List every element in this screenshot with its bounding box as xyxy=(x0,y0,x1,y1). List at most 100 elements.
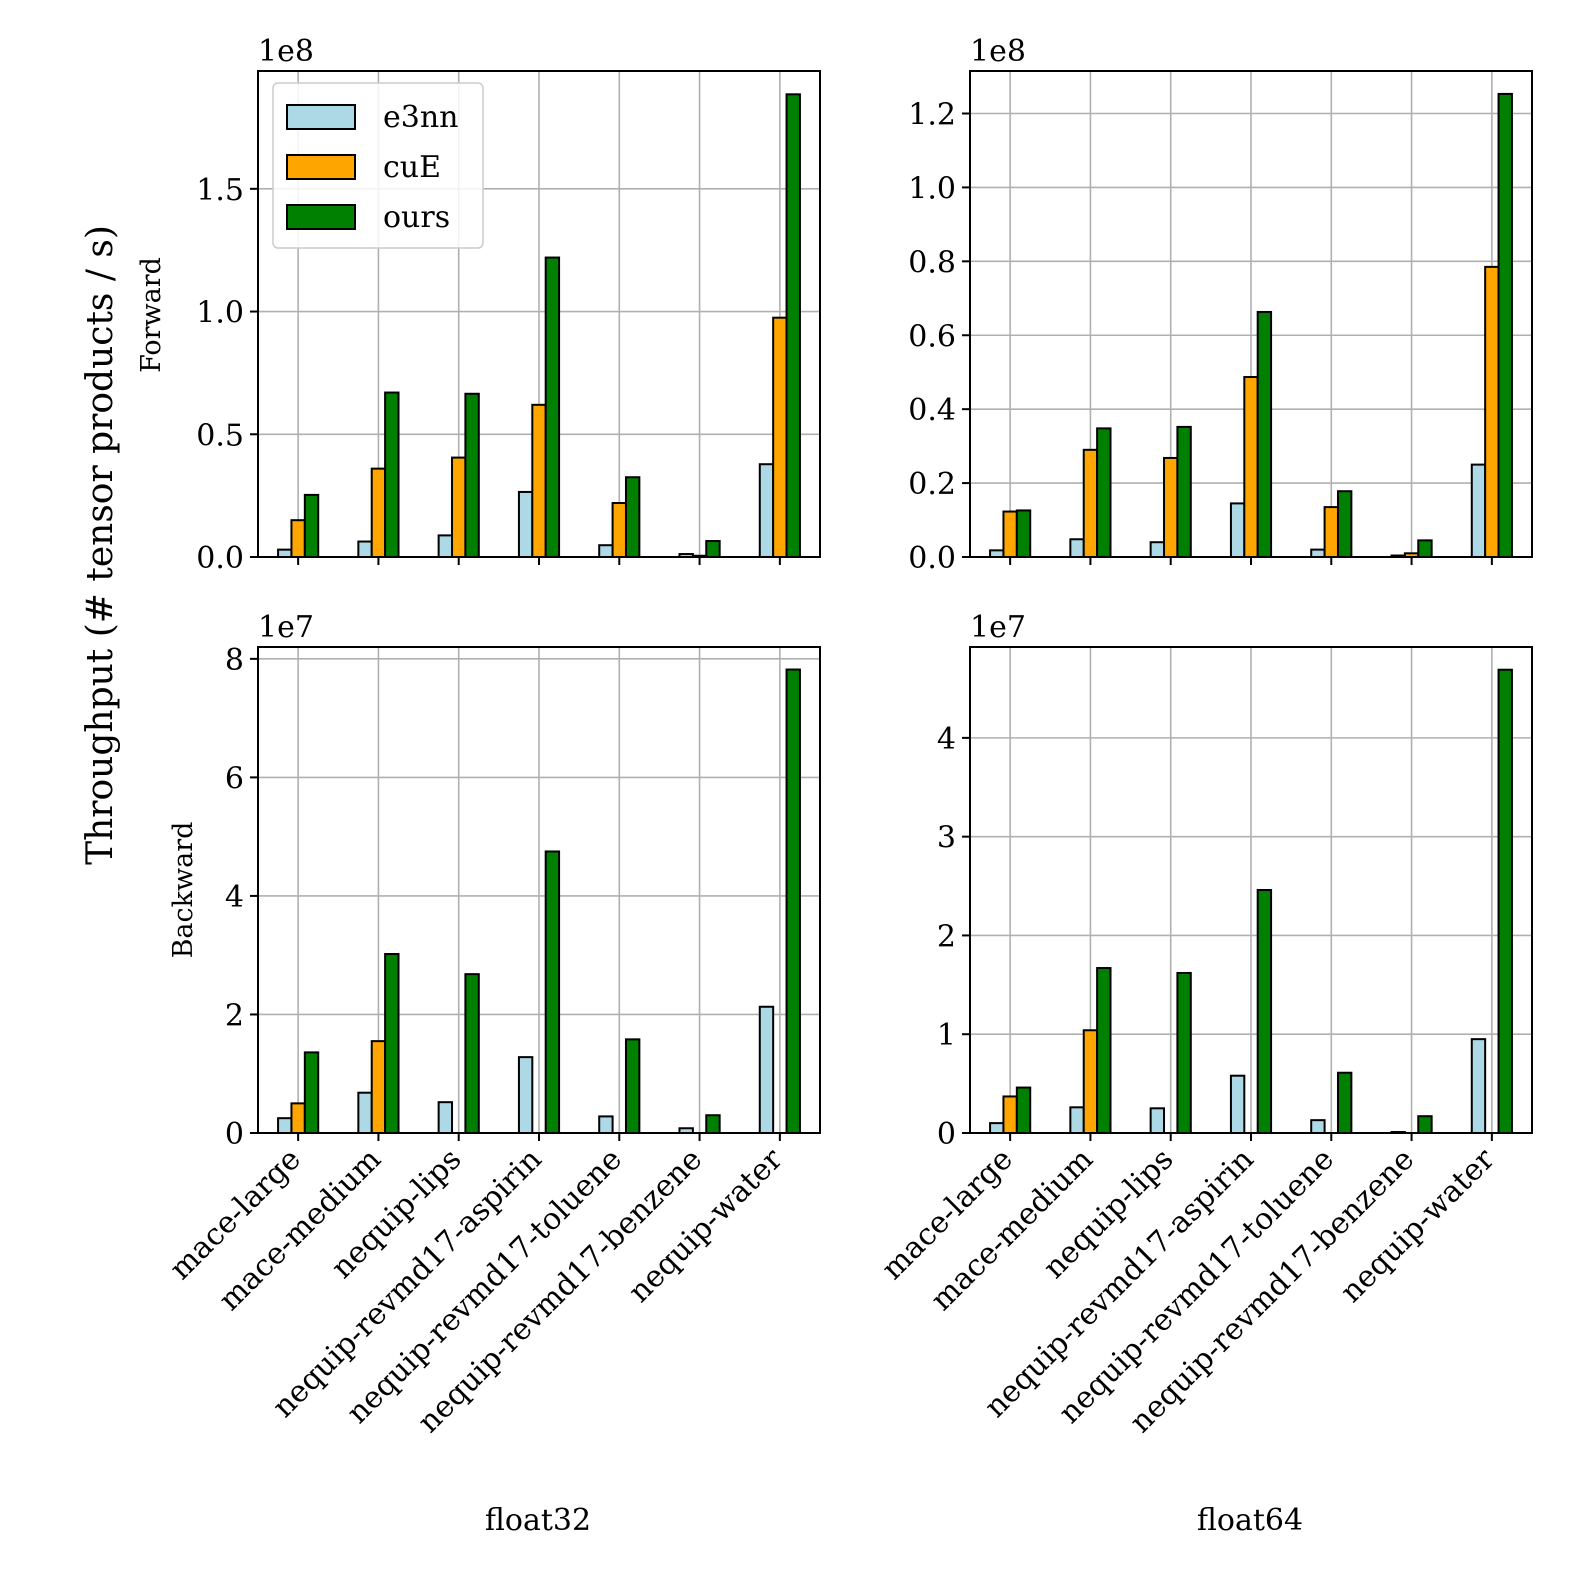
legend-swatch-cuE xyxy=(286,154,356,180)
bar-cuE-mace-medium xyxy=(1082,448,1099,558)
bar-ours-nequip-revmd17-toluene xyxy=(624,1038,641,1134)
bar-ours-nequip-revmd17-toluene xyxy=(624,476,641,558)
y-tick-label: 4 xyxy=(225,880,244,915)
bar-ours-mace-medium xyxy=(384,391,400,558)
bar-e3nn-nequip-water xyxy=(758,1005,775,1135)
legend-label-e3nn: e3nn xyxy=(383,100,458,135)
bar-ours-nequip-water xyxy=(785,93,801,559)
forward-float64-panel: 0.0 0.2 0.4 0.6 0.8 1.0 1.2 1e8 xyxy=(908,34,1533,576)
bar-ours-nequip-revmd17-aspirin xyxy=(1256,889,1273,1134)
bar-ours-nequip-water xyxy=(1497,668,1513,1134)
bar-e3nn-nequip-lips xyxy=(437,534,454,559)
row-label-forward: Forward xyxy=(136,257,167,373)
bar-cuE-mace-medium xyxy=(370,467,387,558)
y-tick-label: 0 xyxy=(225,1117,244,1152)
bar-ours-mace-medium xyxy=(1096,967,1112,1134)
bar-e3nn-mace-medium xyxy=(357,1091,373,1134)
bar-e3nn-mace-large xyxy=(277,548,293,558)
bar-e3nn-nequip-revmd17-aspirin xyxy=(517,1056,534,1135)
axis-exponent-label: 1e8 xyxy=(258,34,314,69)
y-tick-label: 4 xyxy=(937,722,956,757)
bar-ours-nequip-lips xyxy=(1176,425,1192,558)
bar-cuE-mace-large xyxy=(1002,510,1018,558)
bar-cuE-mace-large xyxy=(290,1102,306,1134)
bar-ours-mace-large xyxy=(1015,509,1032,559)
bar-ours-nequip-lips xyxy=(464,973,480,1134)
bar-e3nn-nequip-water xyxy=(1470,463,1487,558)
y-tick-label: 0.6 xyxy=(908,319,956,354)
y-tick-label: 1.0 xyxy=(196,296,244,331)
bar-ours-nequip-water xyxy=(785,668,801,1135)
bar-cuE-nequip-lips xyxy=(451,456,467,558)
bar-ours-nequip-revmd17-aspirin xyxy=(544,256,561,558)
bar-ours-nequip-revmd17-aspirin xyxy=(544,850,561,1134)
bar-e3nn-mace-medium xyxy=(357,540,373,559)
bar-e3nn-nequip-revmd17-aspirin xyxy=(517,490,534,559)
y-tick-label: 0.4 xyxy=(908,393,956,428)
bar-e3nn-nequip-revmd17-aspirin xyxy=(1229,502,1246,558)
bar-cuE-nequip-revmd17-aspirin xyxy=(531,403,547,558)
bar-cuE-mace-large xyxy=(1002,1095,1018,1134)
y-tick-label: 0.0 xyxy=(908,541,956,576)
y-tick-label: 1.0 xyxy=(908,171,956,206)
bar-cuE-mace-large xyxy=(290,519,306,559)
y-tick-label: 1.2 xyxy=(908,98,956,133)
column-label-float32: float32 xyxy=(485,1503,591,1538)
bar-e3nn-nequip-revmd17-toluene xyxy=(598,1115,614,1135)
bar-ours-mace-large xyxy=(303,493,320,558)
bar-ours-nequip-lips xyxy=(1176,971,1192,1134)
axis-exponent-label: 1e7 xyxy=(258,610,314,645)
bar-cuE-nequip-revmd17-aspirin xyxy=(1243,376,1259,559)
bar-ours-mace-medium xyxy=(384,953,400,1135)
y-tick-label: 0.5 xyxy=(196,418,244,453)
axis-exponent-label: 1e7 xyxy=(970,610,1026,645)
bar-cuE-nequip-water xyxy=(1484,265,1500,558)
bar-e3nn-nequip-revmd17-toluene xyxy=(1310,1119,1326,1135)
y-tick-label: 1.5 xyxy=(196,173,244,208)
bar-ours-mace-large xyxy=(1015,1086,1032,1135)
backward-float64-panel: 01234mace-largemace-mediumnequip-lipsneq… xyxy=(875,610,1533,1440)
y-tick-label: 2 xyxy=(937,919,956,954)
row-label-backward: Backward xyxy=(168,822,199,959)
bar-e3nn-nequip-revmd17-toluene xyxy=(1310,548,1326,558)
legend-label-ours: ours xyxy=(383,200,450,235)
legend-swatch-e3nn xyxy=(286,104,356,130)
y-tick-label: 2 xyxy=(225,998,244,1033)
axis-exponent-label: 1e8 xyxy=(970,34,1026,69)
legend-swatch-ours xyxy=(286,204,356,230)
y-tick-label: 0 xyxy=(937,1117,956,1152)
bar-e3nn-mace-medium xyxy=(1069,1106,1085,1134)
backward-float32-panel: 02468mace-largemace-mediumnequip-lipsneq… xyxy=(163,610,821,1440)
bar-ours-mace-medium xyxy=(1096,427,1112,559)
y-tick-label: 3 xyxy=(937,821,956,856)
y-tick-label: 1 xyxy=(937,1018,956,1053)
bar-e3nn-mace-large xyxy=(989,1122,1005,1134)
bar-e3nn-nequip-water xyxy=(758,463,775,558)
y-tick-label: 0.2 xyxy=(908,467,956,502)
bar-cuE-nequip-revmd17-toluene xyxy=(611,502,627,558)
bar-ours-mace-large xyxy=(303,1051,320,1135)
y-tick-label: 6 xyxy=(225,761,244,796)
bar-e3nn-nequip-lips xyxy=(1149,541,1166,559)
bar-e3nn-nequip-lips xyxy=(437,1101,454,1135)
bar-ours-nequip-revmd17-benzene xyxy=(705,540,721,559)
bar-cuE-nequip-water xyxy=(772,316,788,558)
bar-ours-nequip-revmd17-toluene xyxy=(1336,1071,1353,1134)
bar-e3nn-mace-large xyxy=(277,1117,293,1135)
bar-ours-nequip-lips xyxy=(464,392,480,559)
bar-cuE-mace-medium xyxy=(370,1040,387,1135)
y-axis-label: Throughput (# tensor products / s) xyxy=(80,225,121,865)
bar-ours-nequip-revmd17-benzene xyxy=(1417,1115,1433,1134)
bar-cuE-nequip-revmd17-toluene xyxy=(1323,506,1339,559)
bar-cuE-nequip-lips xyxy=(1163,456,1179,558)
bar-ours-nequip-water xyxy=(1497,92,1513,559)
bar-ours-nequip-revmd17-aspirin xyxy=(1256,310,1273,558)
legend: e3nn cuE ours xyxy=(272,82,484,249)
bar-e3nn-mace-medium xyxy=(1069,538,1085,558)
bar-ours-nequip-revmd17-benzene xyxy=(705,1114,721,1134)
bar-cuE-mace-medium xyxy=(1082,1029,1099,1135)
legend-label-cuE: cuE xyxy=(383,150,441,185)
y-tick-label: 0.8 xyxy=(908,245,956,280)
bar-ours-nequip-revmd17-benzene xyxy=(1417,539,1433,559)
